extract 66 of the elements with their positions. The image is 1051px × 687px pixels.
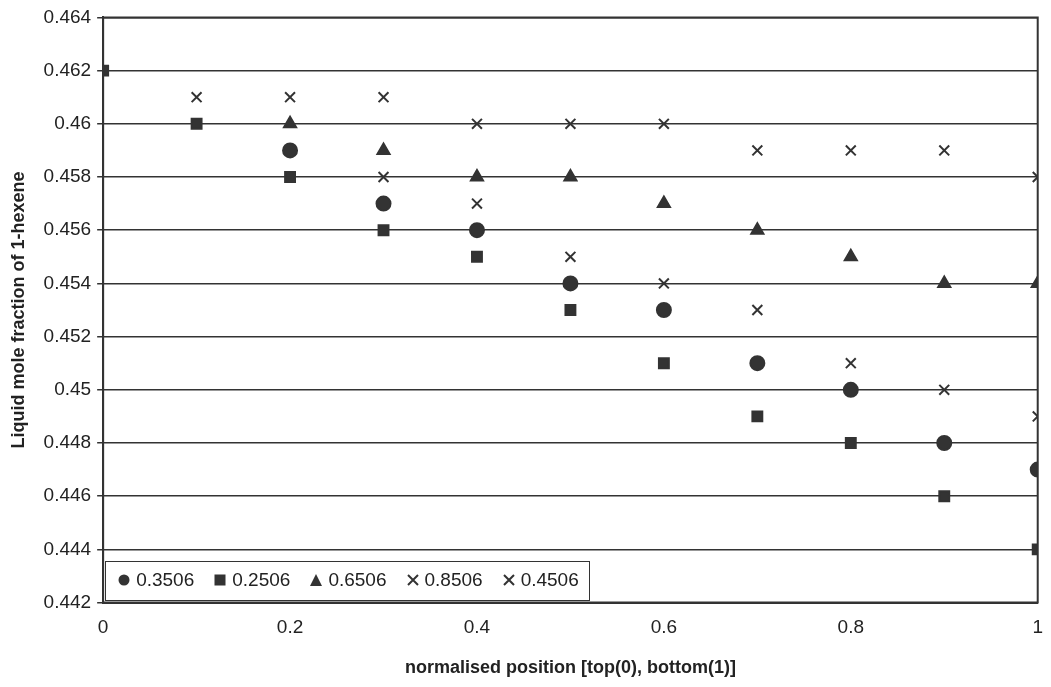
y-tick-label: 0.454	[43, 271, 92, 293]
legend-label: 0.8506	[424, 568, 483, 591]
point	[655, 302, 672, 318]
x-tick-label: 0.6	[650, 616, 678, 638]
y-tick-label: 0.462	[43, 58, 92, 80]
x-axis-title: normalised position [top(0), bottom(1)]	[404, 657, 736, 678]
point	[844, 437, 857, 449]
y-tick-label: 0.456	[43, 218, 92, 240]
y-axis-title: Liquid mole fraction of 1-hexene	[7, 171, 28, 449]
legend-label: 0.6506	[328, 568, 387, 591]
point	[749, 355, 766, 372]
y-tick-label: 0.458	[43, 165, 92, 187]
point	[377, 91, 390, 104]
x-tick-label: 0.4	[463, 616, 491, 638]
y-tick-label: 0.464	[43, 5, 92, 27]
point	[938, 144, 951, 157]
point	[377, 224, 390, 237]
point	[471, 197, 483, 210]
y-tick-label: 0.444	[43, 537, 92, 559]
point	[938, 490, 951, 503]
x-tick-label: 1	[1032, 616, 1044, 638]
point	[562, 275, 579, 292]
y-tick-label: 0.446	[43, 484, 92, 506]
point	[751, 144, 764, 157]
legend-label: 0.3506	[136, 568, 195, 591]
x-tick-label: 0.8	[837, 616, 865, 638]
point	[842, 381, 859, 398]
point	[657, 357, 670, 370]
point	[657, 117, 670, 130]
point	[471, 250, 483, 263]
point	[750, 222, 765, 235]
point	[751, 410, 764, 423]
y-tick-label: 0.448	[43, 431, 92, 453]
y-tick-label: 0.45	[54, 378, 92, 400]
point	[282, 142, 299, 159]
point	[937, 275, 952, 288]
point	[376, 142, 391, 155]
point	[563, 169, 578, 182]
y-tick-label: 0.452	[43, 324, 92, 346]
y-tick-label: 0.46	[54, 112, 92, 134]
point	[283, 115, 298, 129]
legend-label: 0.2506	[232, 568, 291, 591]
legend-label: 0.4506	[520, 568, 579, 591]
point	[844, 144, 857, 157]
y-tick-label: 0.442	[43, 590, 92, 612]
point	[377, 171, 390, 183]
point	[375, 195, 392, 212]
point	[469, 169, 485, 182]
point	[751, 304, 764, 316]
point	[936, 435, 953, 451]
point	[843, 248, 858, 262]
point	[564, 304, 577, 316]
point	[190, 91, 203, 104]
point	[938, 383, 951, 396]
point	[844, 357, 857, 370]
point	[656, 195, 671, 209]
point	[471, 117, 483, 130]
point	[284, 91, 297, 104]
x-tick-label: 0.2	[276, 616, 304, 638]
x-tick-label: 0	[97, 616, 109, 638]
point	[564, 117, 577, 130]
point	[564, 250, 577, 263]
point	[190, 117, 203, 130]
point	[657, 277, 670, 290]
point	[468, 222, 485, 239]
point	[284, 171, 297, 183]
